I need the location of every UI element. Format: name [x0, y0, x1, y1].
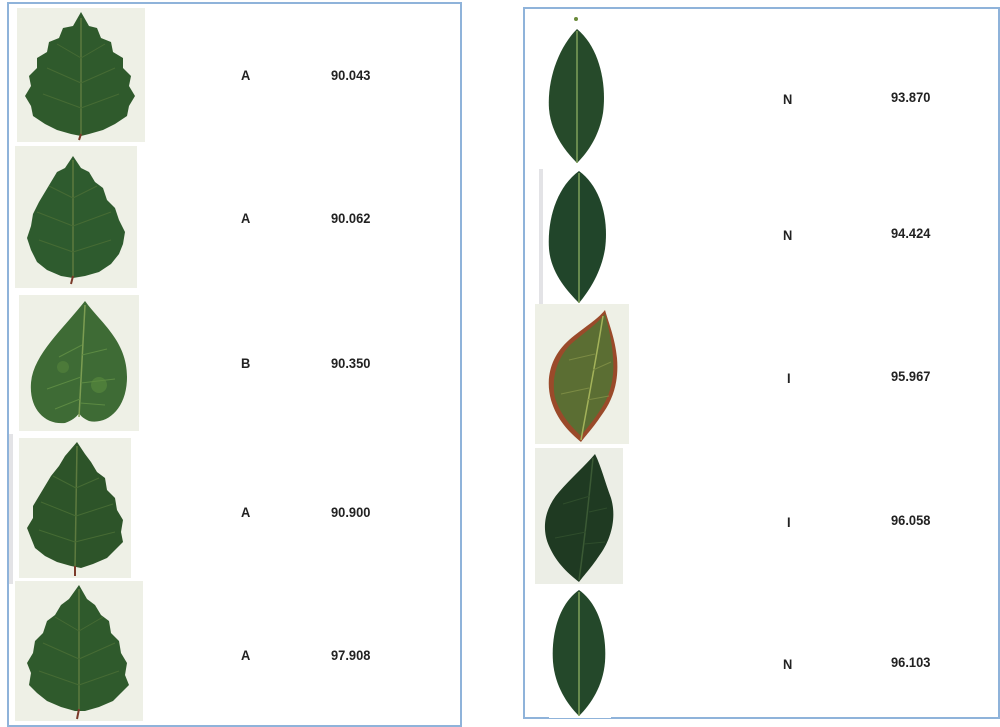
result-row: I 95.967 — [525, 304, 998, 446]
confidence-score: 90.900 — [331, 504, 371, 520]
result-row: A 97.908 — [9, 579, 460, 724]
result-row: I 96.058 — [525, 446, 998, 586]
confidence-score: 96.103 — [891, 654, 931, 670]
result-row: N 94.424 — [525, 169, 998, 304]
class-label: A — [241, 210, 251, 226]
class-label: A — [241, 504, 251, 520]
class-label: N — [783, 227, 793, 243]
leaf-image[interactable] — [549, 588, 611, 718]
thumb-edge-strip — [9, 434, 13, 584]
leaf-image[interactable] — [543, 169, 613, 304]
confidence-score: 96.058 — [891, 512, 931, 528]
result-row: A 90.043 — [9, 4, 460, 144]
confidence-score: 90.043 — [331, 67, 371, 83]
class-label: N — [783, 656, 793, 672]
class-label: N — [783, 91, 793, 107]
confidence-score: 90.062 — [331, 210, 371, 226]
result-row: A 90.900 — [9, 434, 460, 579]
confidence-score: 97.908 — [331, 647, 371, 663]
class-label: A — [241, 67, 251, 83]
thumb-edge-strip — [539, 169, 543, 304]
result-row: N 93.870 — [525, 9, 998, 169]
class-label: I — [787, 370, 791, 386]
leaf-image[interactable] — [15, 581, 143, 721]
result-row: A 90.062 — [9, 144, 460, 289]
class-label: B — [241, 355, 251, 371]
leaf-image[interactable] — [535, 304, 629, 444]
result-row: B 90.350 — [9, 289, 460, 434]
leaf-image[interactable] — [19, 438, 131, 578]
class-label: A — [241, 647, 251, 663]
left-results-panel: A 90.043 A 90.062 B 90.350 — [7, 2, 462, 727]
confidence-score: 90.350 — [331, 355, 371, 371]
confidence-score: 95.967 — [891, 368, 931, 384]
leaf-image[interactable] — [543, 13, 613, 165]
right-results-panel: N 93.870 N 94.424 I 95.967 — [523, 7, 1000, 719]
class-label: I — [787, 514, 791, 530]
result-row: N 96.103 — [525, 586, 998, 718]
leaf-image[interactable] — [17, 8, 145, 142]
leaf-image[interactable] — [15, 146, 137, 288]
confidence-score: 93.870 — [891, 89, 931, 105]
confidence-score: 94.424 — [891, 225, 931, 241]
leaf-image[interactable] — [19, 295, 139, 431]
leaf-image[interactable] — [535, 448, 623, 584]
